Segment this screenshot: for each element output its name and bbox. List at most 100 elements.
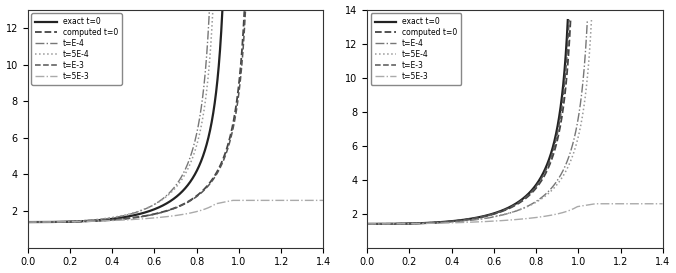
t=E-4: [24, 220, 32, 224]
t=5E-4: [387, 222, 395, 225]
exact t=0: [195, 163, 203, 166]
computed t=0: [74, 220, 82, 223]
exact t=0: [25, 220, 33, 224]
t=E-3: [408, 222, 416, 225]
Line: t=E-4: t=E-4: [367, 21, 587, 224]
t=5E-4: [375, 222, 383, 225]
t=5E-4: [159, 198, 167, 201]
t=E-4: [567, 147, 575, 151]
t=5E-3: [24, 220, 32, 224]
Line: t=E-3: t=E-3: [367, 20, 569, 224]
t=E-3: [24, 220, 32, 224]
Line: t=E-3: t=E-3: [28, 11, 245, 222]
t=5E-4: [176, 181, 184, 184]
t=E-3: [105, 219, 113, 222]
Line: t=5E-4: t=5E-4: [28, 12, 213, 222]
t=E-4: [128, 212, 137, 215]
exact t=0: [218, 10, 226, 13]
t=5E-4: [32, 220, 40, 224]
computed t=0: [383, 222, 391, 225]
Line: t=5E-4: t=5E-4: [367, 20, 592, 224]
t=5E-3: [477, 220, 485, 223]
t=E-3: [547, 155, 555, 158]
t=5E-3: [57, 220, 66, 224]
t=5E-3: [489, 219, 498, 223]
computed t=0: [516, 201, 525, 204]
t=5E-4: [363, 222, 371, 225]
t=5E-3: [314, 199, 322, 202]
t=5E-4: [188, 158, 196, 161]
computed t=0: [411, 222, 419, 225]
t=5E-4: [71, 219, 79, 223]
exact t=0: [158, 204, 166, 208]
computed t=0: [482, 214, 490, 218]
t=E-4: [435, 221, 443, 224]
t=5E-3: [658, 202, 667, 205]
t=E-4: [432, 221, 440, 224]
exact t=0: [554, 119, 562, 122]
t=5E-3: [150, 216, 158, 219]
Line: t=E-4: t=E-4: [28, 12, 210, 222]
t=E-3: [213, 173, 221, 176]
t=5E-4: [24, 220, 32, 224]
t=5E-4: [470, 218, 478, 221]
Line: exact t=0: exact t=0: [28, 12, 222, 222]
t=5E-3: [137, 217, 145, 221]
t=E-4: [104, 217, 112, 220]
computed t=0: [240, 19, 248, 22]
t=5E-3: [653, 202, 661, 205]
t=E-3: [241, 9, 249, 12]
t=5E-4: [420, 221, 428, 225]
computed t=0: [24, 220, 32, 224]
Line: computed t=0: computed t=0: [367, 20, 571, 224]
exact t=0: [564, 19, 572, 22]
Line: t=5E-3: t=5E-3: [28, 200, 323, 222]
computed t=0: [216, 165, 224, 168]
t=E-4: [176, 178, 184, 181]
t=E-4: [421, 222, 429, 225]
exact t=0: [381, 222, 389, 225]
exact t=0: [459, 218, 467, 221]
t=5E-3: [363, 222, 371, 225]
t=E-4: [47, 220, 55, 224]
t=5E-3: [282, 199, 290, 202]
t=5E-3: [397, 222, 405, 225]
t=E-3: [164, 209, 172, 212]
exact t=0: [555, 118, 563, 121]
computed t=0: [439, 220, 448, 224]
computed t=0: [160, 210, 168, 213]
t=E-4: [477, 217, 485, 221]
t=5E-4: [209, 10, 217, 14]
t=E-3: [172, 206, 180, 209]
t=E-4: [102, 217, 110, 220]
exact t=0: [378, 222, 386, 225]
t=5E-3: [590, 202, 598, 205]
computed t=0: [566, 18, 575, 21]
computed t=0: [537, 180, 545, 184]
computed t=0: [363, 222, 371, 225]
exact t=0: [35, 220, 43, 224]
t=E-4: [160, 197, 168, 200]
t=5E-3: [319, 199, 327, 202]
t=E-4: [363, 222, 371, 225]
Line: computed t=0: computed t=0: [28, 11, 245, 222]
t=5E-4: [452, 220, 460, 223]
computed t=0: [226, 135, 234, 138]
t=E-3: [399, 222, 407, 225]
t=E-3: [500, 209, 508, 212]
t=E-3: [537, 177, 546, 180]
t=E-4: [206, 10, 214, 14]
t=E-3: [446, 220, 454, 223]
Legend: exact t=0, computed t=0, t=E-4, t=5E-4, t=E-3, t=5E-3: exact t=0, computed t=0, t=E-4, t=5E-4, …: [371, 13, 461, 85]
exact t=0: [71, 220, 79, 223]
t=E-4: [583, 19, 592, 22]
t=E-3: [363, 222, 371, 225]
exact t=0: [363, 222, 371, 225]
exact t=0: [24, 220, 32, 224]
t=E-4: [397, 222, 406, 225]
t=5E-3: [75, 220, 83, 223]
t=E-3: [565, 18, 573, 21]
t=E-3: [32, 220, 40, 224]
exact t=0: [385, 222, 393, 225]
Line: t=5E-3: t=5E-3: [367, 204, 662, 224]
